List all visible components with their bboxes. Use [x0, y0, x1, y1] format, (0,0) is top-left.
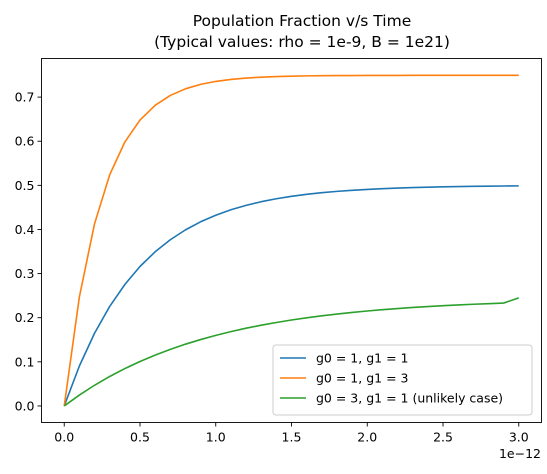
- y-tick-label: 0.7: [15, 90, 35, 105]
- y-tick-label: 0.1: [15, 354, 35, 369]
- x-tick-label: 2.0: [357, 430, 377, 445]
- legend: g0 = 1, g1 = 1 g0 = 1, g1 = 3 g0 = 3, g1 =…: [272, 344, 533, 416]
- x-tick-label: 3.0: [509, 430, 529, 445]
- y-tick-label: 0.6: [15, 134, 35, 149]
- x-tick-label: 1.5: [282, 430, 302, 445]
- x-tick-label: 0.0: [54, 430, 74, 445]
- y-tick-label: 0.5: [15, 178, 35, 193]
- series-line-2: [63, 74, 519, 407]
- legend-label: g0 = 3, g1 = 1 (unlikely case): [316, 391, 503, 406]
- y-tick-label: 0.4: [15, 222, 35, 237]
- x-tick-label: 2.5: [433, 430, 453, 445]
- legend-label: g0 = 1, g1 = 1: [316, 351, 408, 366]
- chart-title-line1: Population Fraction v/s Time: [193, 12, 412, 30]
- plot-lines: [63, 74, 520, 407]
- x-tick-label: 0.5: [130, 430, 150, 445]
- y-tick-label: 0.2: [15, 310, 35, 325]
- legend-label: g0 = 1, g1 = 3: [316, 371, 408, 386]
- x-offset-text: 1e−12: [499, 446, 541, 461]
- x-ticks: 0.0 0.5 1.0 1.5 2.0 2.5 3.0: [54, 422, 529, 445]
- series-line-1: [63, 185, 519, 407]
- y-tick-label: 0.3: [15, 266, 35, 281]
- x-tick-label: 1.0: [206, 430, 226, 445]
- legend-box: [272, 344, 533, 416]
- plot-frame: [41, 58, 542, 423]
- y-ticks: 0.0 0.1 0.2 0.3 0.4 0.5 0.6 0.7: [15, 90, 42, 413]
- chart-title-line2: (Typical values: rho = 1e-9, B = 1e21): [154, 33, 450, 51]
- y-tick-label: 0.0: [15, 398, 35, 413]
- series-line-3: [63, 297, 520, 407]
